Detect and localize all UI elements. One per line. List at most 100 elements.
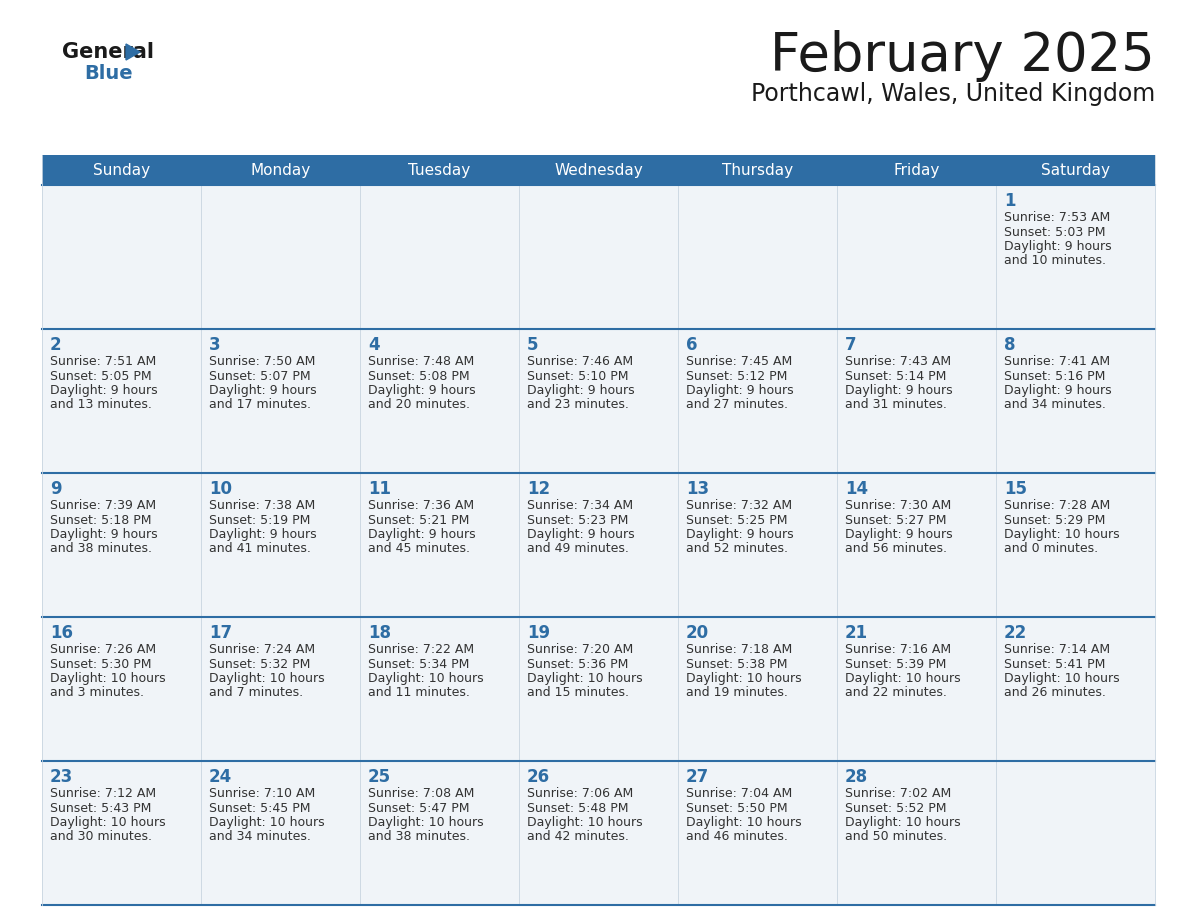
Text: Sunset: 5:27 PM: Sunset: 5:27 PM [845, 513, 947, 527]
Text: 15: 15 [1004, 480, 1026, 498]
Text: Sunrise: 7:26 AM: Sunrise: 7:26 AM [50, 643, 156, 656]
Text: 28: 28 [845, 768, 868, 786]
Bar [360, 761, 519, 905]
Text: Sunrise: 7:16 AM: Sunrise: 7:16 AM [845, 643, 952, 656]
Text: 21: 21 [845, 624, 868, 642]
Bar [201, 617, 360, 761]
Text: Sunrise: 7:32 AM: Sunrise: 7:32 AM [685, 499, 792, 512]
Text: 12: 12 [527, 480, 550, 498]
Text: Sunset: 5:25 PM: Sunset: 5:25 PM [685, 513, 788, 527]
Text: and 34 minutes.: and 34 minutes. [209, 831, 311, 844]
Text: Sunrise: 7:12 AM: Sunrise: 7:12 AM [50, 787, 156, 800]
Text: 27: 27 [685, 768, 709, 786]
Text: Sunset: 5:14 PM: Sunset: 5:14 PM [845, 370, 947, 383]
Text: and 45 minutes.: and 45 minutes. [368, 543, 470, 555]
Bar [42, 329, 201, 473]
Bar [838, 473, 996, 617]
Bar [201, 185, 360, 329]
Text: and 49 minutes.: and 49 minutes. [527, 543, 628, 555]
Text: Sunrise: 7:14 AM: Sunrise: 7:14 AM [1004, 643, 1110, 656]
Text: and 3 minutes.: and 3 minutes. [50, 687, 144, 700]
Text: 16: 16 [50, 624, 72, 642]
Text: Daylight: 9 hours: Daylight: 9 hours [209, 384, 317, 397]
Bar [360, 329, 519, 473]
Text: 24: 24 [209, 768, 232, 786]
Text: Sunset: 5:12 PM: Sunset: 5:12 PM [685, 370, 788, 383]
Bar [678, 329, 838, 473]
Text: and 56 minutes.: and 56 minutes. [845, 543, 947, 555]
Bar [201, 761, 360, 905]
Bar [360, 185, 519, 329]
Text: Sunrise: 7:53 AM: Sunrise: 7:53 AM [1004, 211, 1111, 224]
Text: and 26 minutes.: and 26 minutes. [1004, 687, 1106, 700]
Text: Daylight: 9 hours: Daylight: 9 hours [1004, 240, 1112, 253]
Text: 9: 9 [50, 480, 62, 498]
Text: Daylight: 9 hours: Daylight: 9 hours [845, 528, 953, 541]
Text: Daylight: 10 hours: Daylight: 10 hours [845, 816, 961, 829]
Text: Porthcawl, Wales, United Kingdom: Porthcawl, Wales, United Kingdom [751, 82, 1155, 106]
Text: Sunset: 5:08 PM: Sunset: 5:08 PM [368, 370, 469, 383]
Polygon shape [126, 44, 140, 60]
Text: 23: 23 [50, 768, 74, 786]
Bar [360, 473, 519, 617]
Text: Saturday: Saturday [1041, 162, 1110, 177]
Bar [519, 473, 678, 617]
Text: Daylight: 10 hours: Daylight: 10 hours [685, 816, 802, 829]
Text: and 23 minutes.: and 23 minutes. [527, 398, 628, 411]
Bar [678, 761, 838, 905]
Text: Daylight: 9 hours: Daylight: 9 hours [845, 384, 953, 397]
Text: Daylight: 9 hours: Daylight: 9 hours [50, 528, 158, 541]
Bar [996, 473, 1155, 617]
Text: Daylight: 9 hours: Daylight: 9 hours [209, 528, 317, 541]
Text: Sunrise: 7:41 AM: Sunrise: 7:41 AM [1004, 355, 1110, 368]
Bar [838, 617, 996, 761]
Text: Sunrise: 7:51 AM: Sunrise: 7:51 AM [50, 355, 157, 368]
Text: Sunrise: 7:02 AM: Sunrise: 7:02 AM [845, 787, 952, 800]
Text: 5: 5 [527, 336, 538, 354]
Text: Daylight: 10 hours: Daylight: 10 hours [209, 672, 324, 685]
Text: Sunset: 5:36 PM: Sunset: 5:36 PM [527, 657, 628, 670]
Text: Sunrise: 7:22 AM: Sunrise: 7:22 AM [368, 643, 474, 656]
Text: and 7 minutes.: and 7 minutes. [209, 687, 303, 700]
Text: Daylight: 10 hours: Daylight: 10 hours [1004, 672, 1119, 685]
Text: Sunset: 5:19 PM: Sunset: 5:19 PM [209, 513, 310, 527]
Text: and 20 minutes.: and 20 minutes. [368, 398, 470, 411]
Text: 14: 14 [845, 480, 868, 498]
Text: Daylight: 9 hours: Daylight: 9 hours [368, 384, 475, 397]
Bar [838, 329, 996, 473]
Text: Sunrise: 7:06 AM: Sunrise: 7:06 AM [527, 787, 633, 800]
Text: and 13 minutes.: and 13 minutes. [50, 398, 152, 411]
Text: Daylight: 9 hours: Daylight: 9 hours [527, 528, 634, 541]
Text: Sunset: 5:41 PM: Sunset: 5:41 PM [1004, 657, 1105, 670]
Text: Sunset: 5:52 PM: Sunset: 5:52 PM [845, 801, 947, 814]
Text: 11: 11 [368, 480, 391, 498]
Text: Sunset: 5:43 PM: Sunset: 5:43 PM [50, 801, 151, 814]
Text: Tuesday: Tuesday [409, 162, 470, 177]
Text: and 46 minutes.: and 46 minutes. [685, 831, 788, 844]
Text: Sunset: 5:10 PM: Sunset: 5:10 PM [527, 370, 628, 383]
Text: Sunday: Sunday [93, 162, 150, 177]
Text: General: General [62, 42, 154, 62]
Text: Daylight: 10 hours: Daylight: 10 hours [685, 672, 802, 685]
Text: Thursday: Thursday [722, 162, 794, 177]
Bar [519, 185, 678, 329]
Bar [996, 329, 1155, 473]
Bar [42, 185, 201, 329]
Text: Sunset: 5:32 PM: Sunset: 5:32 PM [209, 657, 310, 670]
Text: Daylight: 9 hours: Daylight: 9 hours [685, 384, 794, 397]
Text: Daylight: 9 hours: Daylight: 9 hours [1004, 384, 1112, 397]
Bar [519, 761, 678, 905]
Text: Sunrise: 7:30 AM: Sunrise: 7:30 AM [845, 499, 952, 512]
Text: and 19 minutes.: and 19 minutes. [685, 687, 788, 700]
Text: Sunset: 5:30 PM: Sunset: 5:30 PM [50, 657, 152, 670]
Text: and 38 minutes.: and 38 minutes. [368, 831, 470, 844]
Text: Sunset: 5:39 PM: Sunset: 5:39 PM [845, 657, 947, 670]
Text: Sunrise: 7:28 AM: Sunrise: 7:28 AM [1004, 499, 1111, 512]
Text: Daylight: 10 hours: Daylight: 10 hours [50, 816, 165, 829]
Text: 3: 3 [209, 336, 221, 354]
Text: and 22 minutes.: and 22 minutes. [845, 687, 947, 700]
Text: Sunrise: 7:43 AM: Sunrise: 7:43 AM [845, 355, 952, 368]
Text: Daylight: 10 hours: Daylight: 10 hours [527, 672, 643, 685]
Text: Daylight: 10 hours: Daylight: 10 hours [845, 672, 961, 685]
Bar [678, 617, 838, 761]
